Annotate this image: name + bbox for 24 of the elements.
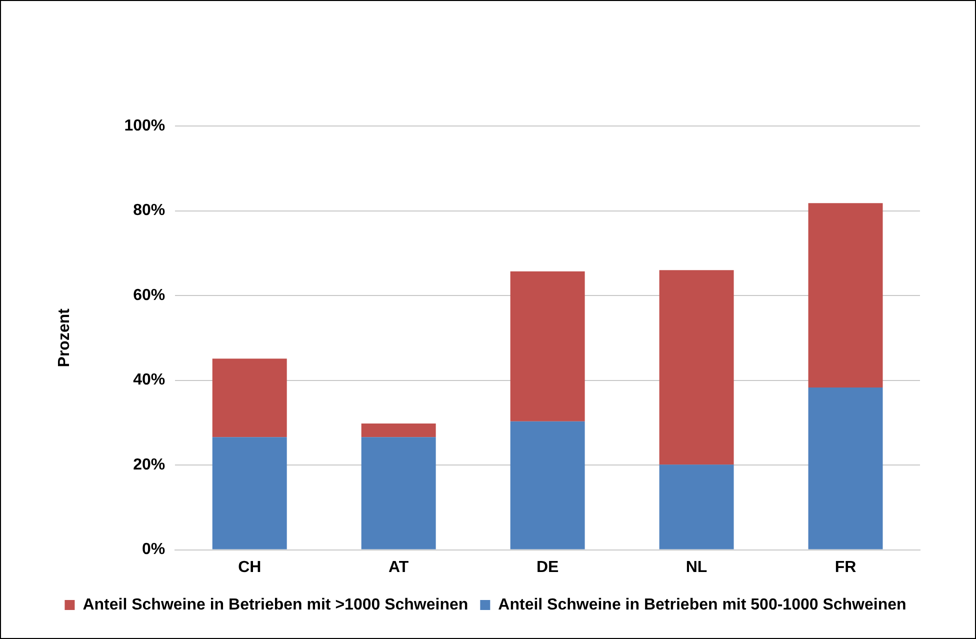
bar <box>659 464 734 550</box>
bar <box>659 270 734 465</box>
bar <box>808 203 883 388</box>
x-tick-label: NL <box>686 558 708 576</box>
bar <box>361 424 436 438</box>
bar <box>510 271 585 422</box>
x-tick-label: AT <box>388 558 409 576</box>
legend-label: Anteil Schweine in Betrieben mit 500-1000 Schweinen <box>498 596 906 614</box>
bar <box>808 387 883 550</box>
y-axis-title: Prozent <box>56 308 74 368</box>
bar <box>212 437 287 550</box>
x-tick-label: CH <box>238 558 262 576</box>
y-tick-label: 0% <box>142 541 166 558</box>
bar <box>212 358 287 438</box>
y-tick-label: 80% <box>133 202 166 220</box>
y-tick-label: 100% <box>124 117 166 134</box>
bar <box>361 437 436 550</box>
x-tick-label: DE <box>536 558 559 576</box>
legend-label: Anteil Schweine in Betrieben mit >1000 Schweinen <box>82 596 468 614</box>
y-tick-label: 40% <box>133 372 166 389</box>
bar <box>510 421 585 550</box>
y-tick-label: 20% <box>133 456 166 474</box>
y-tick-label: 60% <box>133 286 166 304</box>
x-tick-label: FR <box>834 558 857 576</box>
